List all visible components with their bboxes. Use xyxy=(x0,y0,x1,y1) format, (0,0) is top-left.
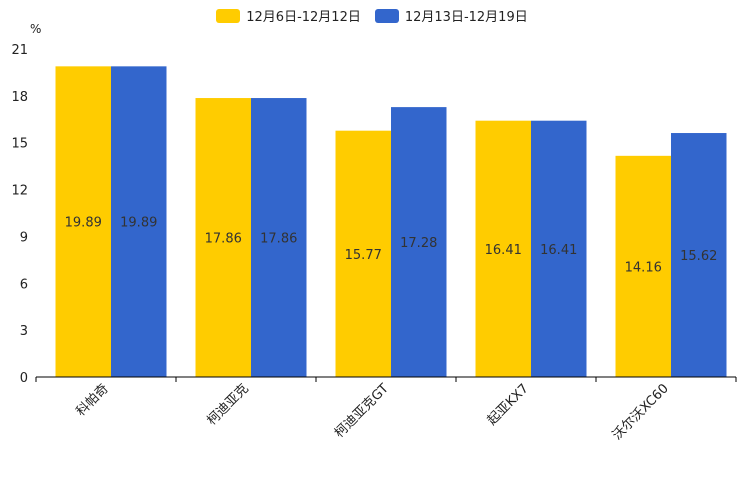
bar-1-4 xyxy=(615,155,671,377)
data-label-2-1: 17.86 xyxy=(260,232,297,247)
x-category-label-3: 起亚KX7 xyxy=(485,381,532,428)
data-label-1-1: 17.86 xyxy=(205,232,242,247)
legend: 12月6日-12月12日 12月13日-12月19日 xyxy=(0,6,744,25)
y-tick-label-6: 18 xyxy=(11,90,28,105)
data-label-2-0: 19.89 xyxy=(120,216,157,231)
x-category-label-2: 柯迪亚克GT xyxy=(332,381,392,441)
y-tick-label-0: 0 xyxy=(20,371,28,386)
data-label-2-2: 17.28 xyxy=(400,236,437,251)
bar-1-2 xyxy=(335,130,391,377)
x-category-label-0: 科帕奇 xyxy=(73,381,112,420)
bar-2-0 xyxy=(111,66,167,377)
legend-item-series-2[interactable]: 12月13日-12月19日 xyxy=(374,6,528,25)
y-tick-label-5: 15 xyxy=(11,137,28,152)
data-label-2-3: 16.41 xyxy=(540,243,577,258)
legend-label-series-2: 12月13日-12月19日 xyxy=(404,10,528,25)
y-tick-label-3: 9 xyxy=(20,230,28,245)
y-tick-label-2: 6 xyxy=(20,277,28,292)
x-category-label-1: 柯迪亚克 xyxy=(204,381,251,428)
data-label-1-2: 15.77 xyxy=(345,248,382,263)
data-label-2-4: 15.62 xyxy=(680,249,717,264)
bar-2-4 xyxy=(671,133,727,377)
bar-2-3 xyxy=(531,120,587,377)
bar-1-3 xyxy=(475,120,531,377)
bar-2-1 xyxy=(251,98,307,377)
data-label-1-3: 16.41 xyxy=(485,243,522,258)
bar-1-0 xyxy=(55,66,111,377)
legend-item-series-1[interactable]: 12月6日-12月12日 xyxy=(216,6,361,25)
bar-1-1 xyxy=(195,98,251,377)
data-label-1-0: 19.89 xyxy=(65,216,102,231)
legend-swatch-series-2 xyxy=(374,8,399,23)
data-label-1-4: 14.16 xyxy=(625,260,662,275)
y-tick-label-7: 21 xyxy=(11,43,28,58)
legend-swatch-series-1 xyxy=(216,8,241,23)
bar-2-2 xyxy=(391,107,447,378)
y-tick-label-4: 12 xyxy=(11,184,28,199)
y-axis-unit-label: % xyxy=(30,22,42,36)
x-category-label-4: 沃尔沃XC60 xyxy=(610,381,672,443)
y-tick-label-1: 3 xyxy=(20,324,28,339)
legend-label-series-1: 12月6日-12月12日 xyxy=(246,10,361,25)
